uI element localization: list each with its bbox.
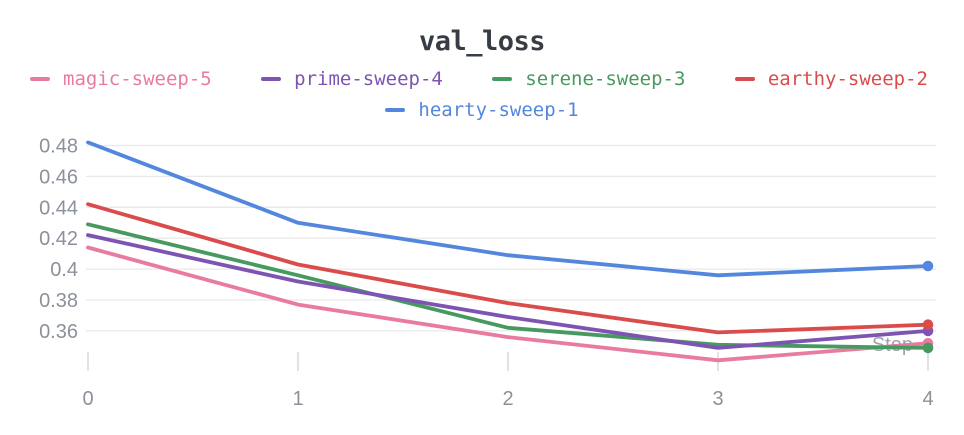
x-tick-label: 1 — [292, 388, 303, 410]
legend-dash-icon — [492, 77, 513, 81]
y-tick-label: 0.42 — [39, 228, 78, 250]
legend-dash-icon — [30, 77, 50, 81]
series-line-magic-sweep-5[interactable] — [86, 245, 930, 363]
series-line-hearty-sweep-1[interactable] — [86, 140, 930, 278]
x-tick-label: 0 — [82, 388, 93, 410]
legend-dash-icon — [385, 108, 406, 112]
legend-item-earthy-sweep-2[interactable]: earthy-sweep-2 — [734, 66, 928, 92]
end-point-marker-earthy-sweep-2[interactable] — [922, 319, 934, 331]
x-tick-label: 2 — [502, 388, 513, 410]
legend-row-2: hearty-sweep-1 — [0, 97, 964, 123]
y-tick-label: 0.36 — [39, 321, 78, 343]
legend-row-1: magic-sweep-5 prime-sweep-4 serene-sweep-3… — [0, 66, 964, 92]
legend-dash-icon — [734, 77, 755, 81]
x-tick-label: 3 — [712, 388, 723, 410]
series-line-prime-sweep-4[interactable] — [86, 233, 930, 350]
legend-item-serene-sweep-3[interactable]: serene-sweep-3 — [492, 66, 685, 92]
legend-label: serene-sweep-3 — [525, 68, 686, 90]
y-tick-label: 0.48 — [39, 136, 78, 158]
legend-item-prime-sweep-4[interactable]: prime-sweep-4 — [261, 66, 443, 92]
legend-dash-icon — [261, 77, 282, 81]
x-tick-label: 4 — [922, 388, 933, 410]
chart-title: val_loss — [418, 26, 546, 57]
legend-item-hearty-sweep-1[interactable]: hearty-sweep-1 — [385, 97, 579, 123]
legend-label: earthy-sweep-2 — [767, 68, 928, 90]
y-tick-label: 0.4 — [50, 259, 78, 281]
legend-label: magic-sweep-5 — [63, 68, 212, 90]
end-point-marker-hearty-sweep-1[interactable] — [922, 260, 934, 272]
y-tick-label: 0.44 — [39, 197, 78, 219]
end-point-marker-serene-sweep-3[interactable] — [922, 342, 934, 354]
legend-label: prime-sweep-4 — [294, 68, 443, 90]
series-line-serene-sweep-3[interactable] — [86, 222, 930, 350]
y-tick-label: 0.38 — [39, 290, 78, 312]
y-tick-label: 0.46 — [39, 166, 78, 188]
legend-item-magic-sweep-5[interactable]: magic-sweep-5 — [30, 66, 212, 92]
series-line-earthy-sweep-2[interactable] — [86, 202, 930, 335]
legend-label: hearty-sweep-1 — [418, 99, 579, 121]
